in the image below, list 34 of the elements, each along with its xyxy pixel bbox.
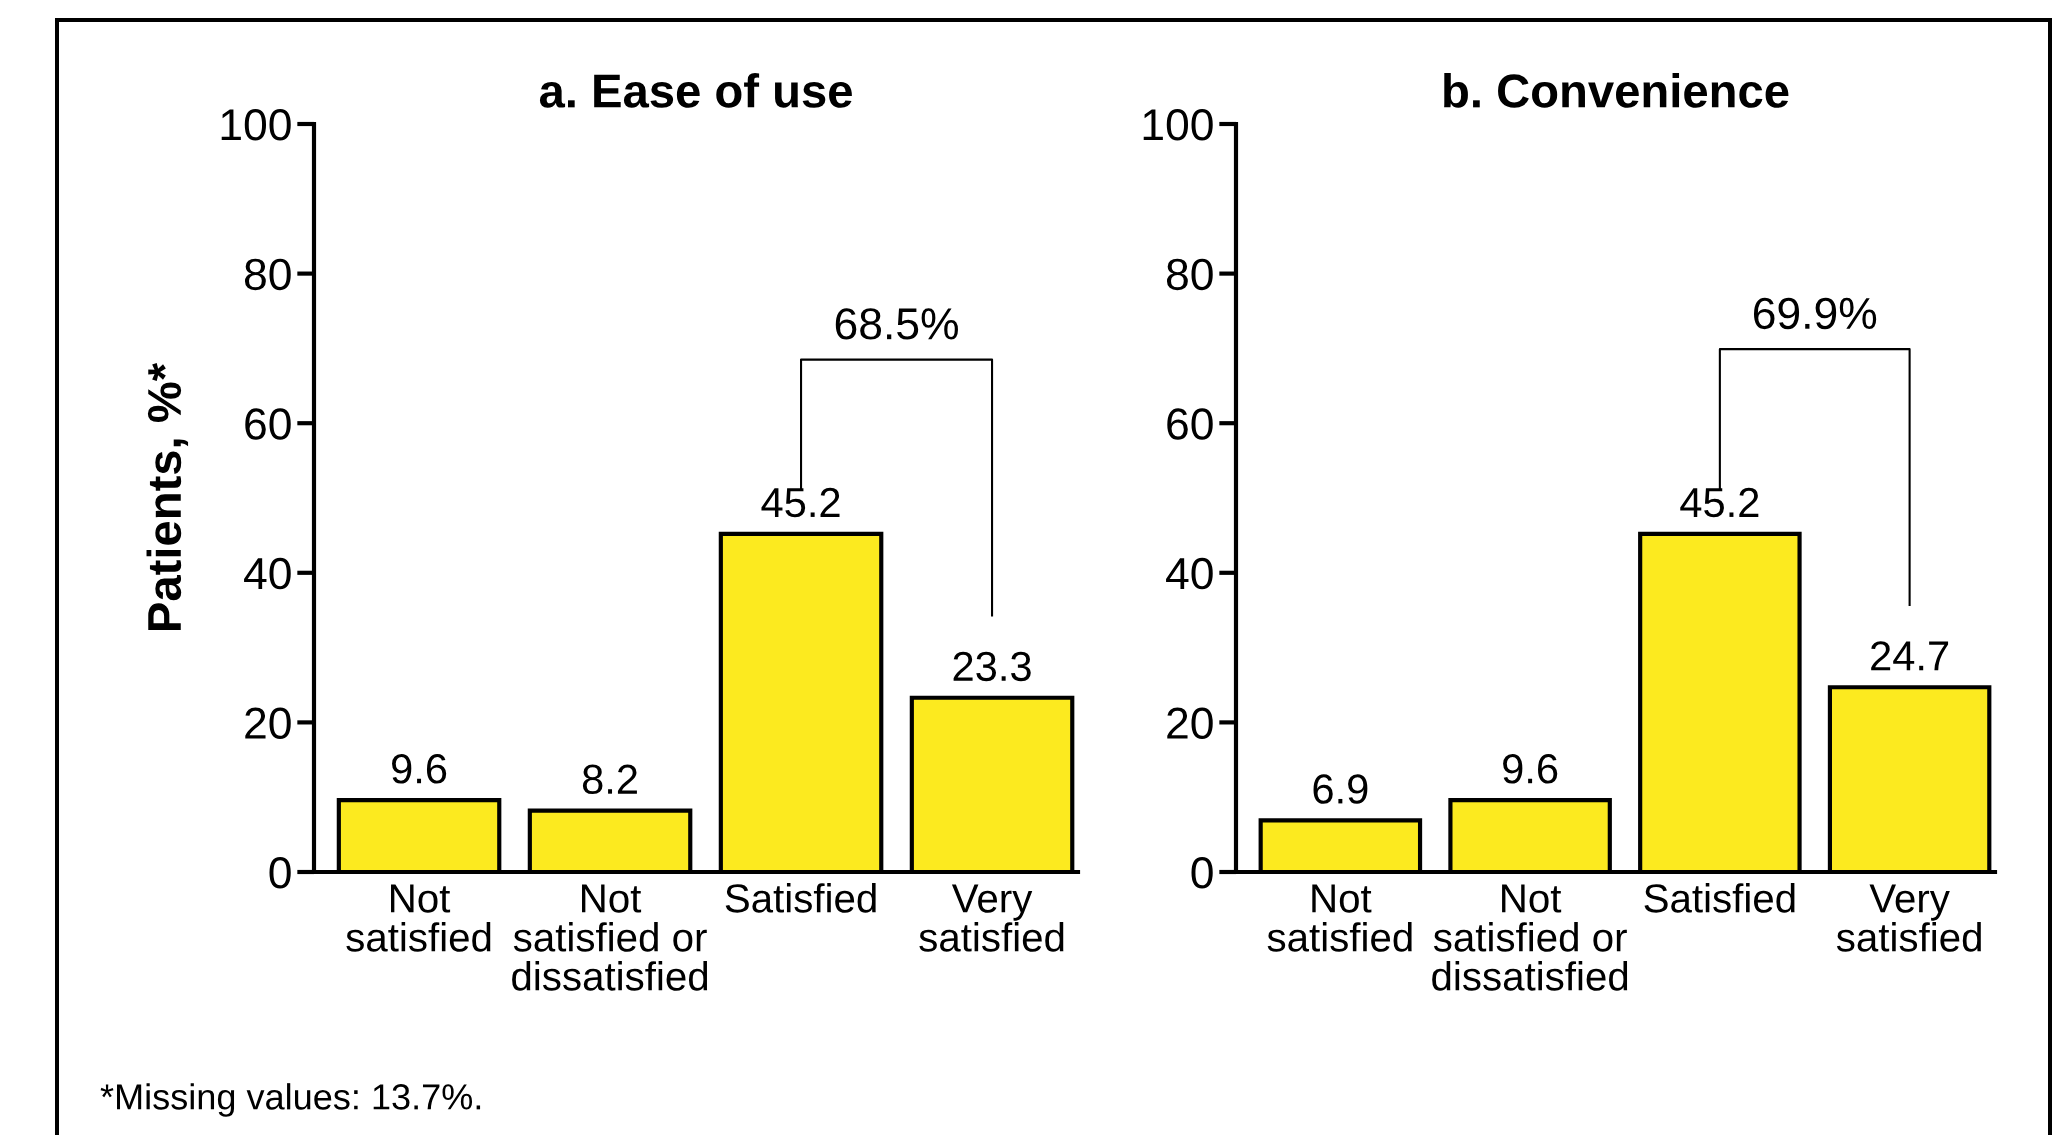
data-label: 45.2 bbox=[1680, 487, 1759, 518]
x-tick-label: Very satisfied bbox=[919, 884, 1064, 952]
data-label: 23.3 bbox=[953, 651, 1031, 682]
x-tick-label: Not satisfied or dissatisfied bbox=[1432, 884, 1628, 991]
annotation: 69.9% bbox=[1753, 297, 1877, 330]
data-label: 9.6 bbox=[392, 754, 447, 784]
y-tick-label: 0 bbox=[1191, 857, 1213, 889]
data-label: 9.6 bbox=[1503, 754, 1558, 784]
x-tick-label: Satisfied bbox=[725, 883, 876, 913]
y-axis-title: Patients, %* bbox=[146, 362, 189, 630]
data-label: 24.7 bbox=[1871, 641, 1949, 671]
chart-title: b. Convenience bbox=[1444, 73, 1789, 108]
y-tick-label: 80 bbox=[244, 258, 291, 291]
annotation: 68.5% bbox=[835, 308, 958, 340]
data-label: 6.9 bbox=[1313, 774, 1368, 804]
y-tick-label: 60 bbox=[245, 408, 291, 440]
x-tick-label: Not satisfied bbox=[346, 884, 491, 952]
y-tick-label: 20 bbox=[245, 707, 291, 739]
y-tick-label: 20 bbox=[1167, 707, 1213, 739]
chart-title: a. Ease of use bbox=[539, 73, 852, 108]
x-tick-label: Not satisfied or dissatisfied bbox=[512, 884, 708, 991]
y-tick-label: 40 bbox=[1166, 557, 1213, 590]
y-tick-label: 0 bbox=[269, 857, 291, 889]
y-tick-label: 100 bbox=[1143, 109, 1213, 141]
data-label: 45.2 bbox=[761, 487, 840, 518]
y-tick-label: 40 bbox=[244, 557, 291, 590]
y-tick-label: 100 bbox=[221, 109, 291, 141]
x-tick-label: Not satisfied bbox=[1267, 884, 1412, 952]
text: *Missing values: 13.7%. bbox=[100, 1083, 481, 1117]
y-tick-label: 80 bbox=[1166, 258, 1213, 291]
x-tick-label: Very satisfied bbox=[1836, 884, 1981, 952]
x-tick-label: Satisfied bbox=[1644, 883, 1795, 913]
y-tick-label: 60 bbox=[1167, 408, 1213, 440]
data-label: 8.2 bbox=[582, 764, 637, 795]
